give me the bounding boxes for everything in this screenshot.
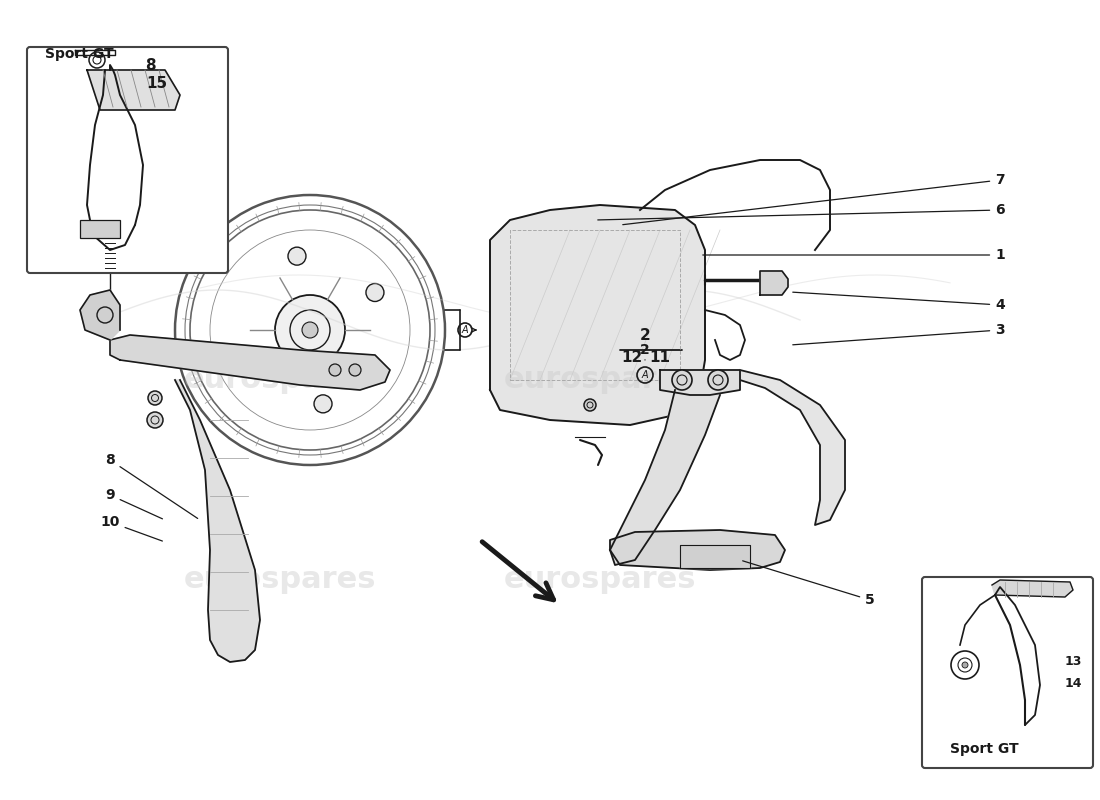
- Text: 2: 2: [639, 328, 650, 343]
- Circle shape: [288, 247, 306, 265]
- Polygon shape: [680, 545, 750, 568]
- Text: 3: 3: [793, 323, 1004, 345]
- Circle shape: [672, 370, 692, 390]
- Circle shape: [231, 346, 249, 365]
- Text: 15: 15: [146, 76, 167, 91]
- Text: 6: 6: [597, 203, 1004, 220]
- Text: eurospares: eurospares: [184, 566, 376, 594]
- Text: eurospares: eurospares: [184, 366, 376, 394]
- Text: A: A: [642, 370, 649, 380]
- Bar: [80, 220, 120, 238]
- Polygon shape: [660, 370, 740, 395]
- Polygon shape: [490, 205, 705, 425]
- Text: eurospares: eurospares: [504, 366, 696, 394]
- Text: 8: 8: [106, 453, 198, 518]
- Polygon shape: [610, 530, 785, 570]
- Text: 11: 11: [649, 350, 671, 365]
- Polygon shape: [110, 335, 390, 390]
- Text: 10: 10: [100, 515, 163, 541]
- Circle shape: [148, 391, 162, 405]
- Circle shape: [584, 399, 596, 411]
- FancyBboxPatch shape: [28, 47, 228, 273]
- Circle shape: [302, 322, 318, 338]
- Circle shape: [147, 412, 163, 428]
- Text: 7: 7: [623, 173, 1004, 225]
- Text: 12: 12: [621, 350, 642, 365]
- Text: 1: 1: [703, 248, 1005, 262]
- Circle shape: [708, 370, 728, 390]
- Circle shape: [366, 283, 384, 302]
- Text: Sport GT: Sport GT: [45, 47, 113, 61]
- Circle shape: [349, 364, 361, 376]
- Text: 8: 8: [145, 58, 155, 73]
- Polygon shape: [87, 70, 180, 110]
- Text: 14: 14: [1065, 677, 1082, 690]
- Text: eurospares: eurospares: [504, 566, 696, 594]
- Text: 4: 4: [793, 292, 1005, 312]
- Circle shape: [314, 395, 332, 413]
- Polygon shape: [992, 580, 1072, 597]
- Text: Sport GT: Sport GT: [950, 742, 1019, 756]
- Circle shape: [962, 662, 968, 668]
- Circle shape: [329, 364, 341, 376]
- Polygon shape: [80, 290, 120, 340]
- Polygon shape: [740, 370, 845, 525]
- Text: 2: 2: [640, 343, 650, 360]
- FancyBboxPatch shape: [922, 577, 1093, 768]
- Text: 13: 13: [1065, 655, 1082, 668]
- Circle shape: [275, 295, 345, 365]
- Polygon shape: [610, 390, 720, 565]
- Polygon shape: [175, 380, 260, 662]
- Text: 9: 9: [106, 488, 163, 519]
- Text: A: A: [462, 325, 469, 335]
- Text: 5: 5: [742, 561, 874, 607]
- Polygon shape: [760, 271, 788, 295]
